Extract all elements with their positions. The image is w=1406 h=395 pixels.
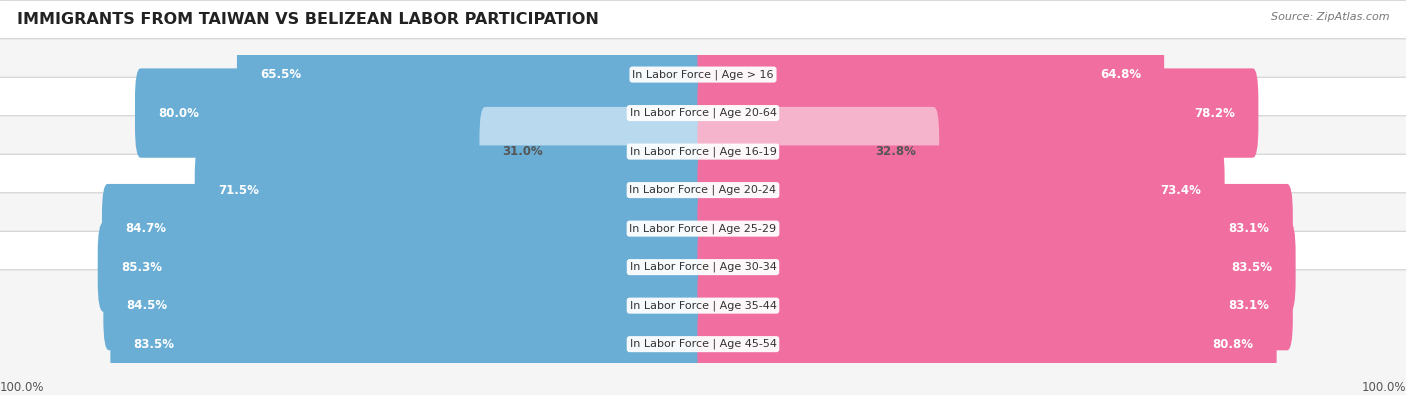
Text: 100.0%: 100.0% bbox=[1361, 381, 1406, 394]
FancyBboxPatch shape bbox=[0, 39, 1406, 187]
Text: In Labor Force | Age 30-34: In Labor Force | Age 30-34 bbox=[630, 262, 776, 273]
Text: In Labor Force | Age 35-44: In Labor Force | Age 35-44 bbox=[630, 300, 776, 311]
FancyBboxPatch shape bbox=[0, 77, 1406, 226]
Text: In Labor Force | Age 16-19: In Labor Force | Age 16-19 bbox=[630, 146, 776, 157]
Text: 84.5%: 84.5% bbox=[127, 299, 167, 312]
Text: 84.7%: 84.7% bbox=[125, 222, 166, 235]
Text: IMMIGRANTS FROM TAIWAN VS BELIZEAN LABOR PARTICIPATION: IMMIGRANTS FROM TAIWAN VS BELIZEAN LABOR… bbox=[17, 12, 599, 27]
FancyBboxPatch shape bbox=[697, 107, 939, 196]
Text: In Labor Force | Age 20-24: In Labor Force | Age 20-24 bbox=[630, 185, 776, 196]
Text: In Labor Force | Age > 16: In Labor Force | Age > 16 bbox=[633, 69, 773, 80]
Text: Source: ZipAtlas.com: Source: ZipAtlas.com bbox=[1271, 12, 1389, 22]
Text: 73.4%: 73.4% bbox=[1160, 184, 1202, 197]
FancyBboxPatch shape bbox=[0, 193, 1406, 341]
Text: In Labor Force | Age 45-54: In Labor Force | Age 45-54 bbox=[630, 339, 776, 350]
FancyBboxPatch shape bbox=[0, 231, 1406, 380]
FancyBboxPatch shape bbox=[236, 30, 709, 119]
Text: 83.5%: 83.5% bbox=[1232, 261, 1272, 274]
Text: 32.8%: 32.8% bbox=[875, 145, 917, 158]
FancyBboxPatch shape bbox=[135, 68, 709, 158]
FancyBboxPatch shape bbox=[194, 145, 709, 235]
Text: In Labor Force | Age 20-64: In Labor Force | Age 20-64 bbox=[630, 108, 776, 118]
Text: 100.0%: 100.0% bbox=[0, 381, 45, 394]
FancyBboxPatch shape bbox=[110, 299, 709, 389]
FancyBboxPatch shape bbox=[697, 261, 1294, 350]
Text: 65.5%: 65.5% bbox=[260, 68, 301, 81]
FancyBboxPatch shape bbox=[101, 184, 709, 273]
FancyBboxPatch shape bbox=[697, 30, 1164, 119]
Text: 83.5%: 83.5% bbox=[134, 338, 174, 351]
Text: 71.5%: 71.5% bbox=[218, 184, 259, 197]
Text: 83.1%: 83.1% bbox=[1229, 222, 1270, 235]
Text: In Labor Force | Age 25-29: In Labor Force | Age 25-29 bbox=[630, 223, 776, 234]
Text: 83.1%: 83.1% bbox=[1229, 299, 1270, 312]
FancyBboxPatch shape bbox=[697, 184, 1294, 273]
Text: 31.0%: 31.0% bbox=[503, 145, 543, 158]
FancyBboxPatch shape bbox=[97, 222, 709, 312]
FancyBboxPatch shape bbox=[697, 68, 1258, 158]
FancyBboxPatch shape bbox=[104, 261, 709, 350]
FancyBboxPatch shape bbox=[697, 145, 1225, 235]
FancyBboxPatch shape bbox=[0, 116, 1406, 264]
FancyBboxPatch shape bbox=[697, 299, 1277, 389]
FancyBboxPatch shape bbox=[697, 222, 1296, 312]
Text: 64.8%: 64.8% bbox=[1099, 68, 1142, 81]
Text: 78.2%: 78.2% bbox=[1194, 107, 1236, 120]
FancyBboxPatch shape bbox=[0, 270, 1406, 395]
FancyBboxPatch shape bbox=[0, 154, 1406, 303]
FancyBboxPatch shape bbox=[479, 107, 709, 196]
Text: 80.8%: 80.8% bbox=[1212, 338, 1254, 351]
Text: 85.3%: 85.3% bbox=[121, 261, 162, 274]
Text: 80.0%: 80.0% bbox=[157, 107, 200, 120]
FancyBboxPatch shape bbox=[0, 0, 1406, 149]
